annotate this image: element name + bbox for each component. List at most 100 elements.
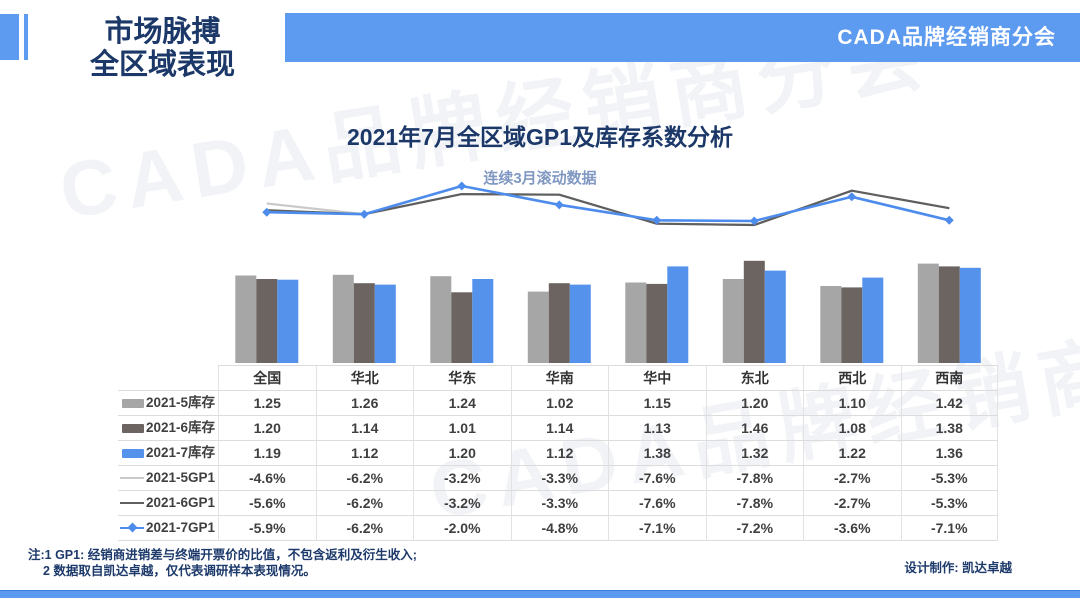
column-header-西北: 西北: [803, 365, 901, 390]
line-swatch-icon: [119, 522, 144, 533]
line-2021-7GP1: [266, 184, 950, 223]
value-2021-7GP1-西北: -3.6%: [803, 515, 901, 541]
bar-2021-6库存-华东: [451, 292, 473, 363]
bar-2021-7库存-西北: [862, 277, 884, 363]
bar-2021-6库存-华中: [646, 283, 668, 363]
value-2021-6库存-华东: 1.01: [413, 415, 511, 440]
bar-2021-6库存-华北: [353, 283, 375, 363]
value-2021-5GP1-华东: -3.2%: [413, 465, 511, 490]
bar-swatch-icon: [121, 423, 144, 433]
value-2021-6GP1-西北: -2.7%: [803, 490, 901, 515]
column-header-华东: 华东: [413, 365, 511, 390]
value-2021-6GP1-全国: -5.6%: [218, 490, 316, 515]
org-name: CADA品牌经销商分会: [837, 26, 1056, 49]
legend-2021-6GP1: 2021-6GP1: [118, 490, 218, 515]
bottom-accent-bar: [0, 590, 1080, 598]
value-2021-6GP1-华南: -3.3%: [510, 490, 608, 515]
bar-2021-5库存-东北: [722, 279, 744, 363]
bar-2021-5库存-华中: [625, 282, 647, 363]
value-2021-5GP1-华南: -3.3%: [510, 465, 608, 490]
value-2021-6库存-东北: 1.46: [705, 415, 803, 440]
marker-2021-7GP1-东北: [749, 216, 759, 226]
column-header-华南: 华南: [510, 365, 608, 390]
line-swatch-icon: [119, 477, 144, 479]
value-2021-6GP1-华东: -3.2%: [413, 490, 511, 515]
column-header-西南: 西南: [900, 365, 998, 390]
value-2021-7GP1-华东: -2.0%: [413, 515, 511, 541]
bar-2021-7库存-华中: [667, 266, 689, 363]
page-title-line2: 全区域表现: [89, 49, 235, 81]
bar-2021-5库存-华东: [430, 276, 452, 363]
legend-2021-7GP1: 2021-7GP1: [118, 515, 218, 541]
column-header-华北: 华北: [315, 365, 413, 390]
bar-2021-5库存-华南: [527, 291, 549, 363]
bar-2021-5库存-西南: [917, 263, 939, 363]
bar-2021-6库存-西南: [938, 266, 960, 363]
value-2021-6库存-华北: 1.14: [315, 415, 413, 440]
value-2021-6库存-西南: 1.38: [900, 415, 998, 440]
bar-2021-6库存-华南: [548, 283, 570, 363]
value-2021-5GP1-全国: -4.6%: [218, 465, 316, 490]
marker-2021-7GP1-华东: [457, 181, 467, 191]
legend-2021-5库存: 2021-5库存: [118, 390, 218, 415]
bar-swatch-icon: [121, 448, 144, 458]
bar-2021-5库存-全国: [235, 275, 257, 363]
value-2021-6库存-华南: 1.14: [510, 415, 608, 440]
legend-label: 2021-6GP1: [145, 495, 215, 510]
chart-title: 2021年7月全区域GP1及库存系数分析: [347, 124, 733, 150]
bar-2021-6库存-东北: [743, 260, 765, 363]
value-2021-7GP1-全国: -5.9%: [218, 515, 316, 541]
footnote-line2: 2 数据取自凯达卓越，仅代表调研样本表现情况。: [43, 564, 316, 578]
value-2021-7库存-华东: 1.20: [413, 440, 511, 465]
value-2021-5库存-华北: 1.26: [315, 390, 413, 415]
page-title: 市场脉搏 全区域表现: [40, 16, 285, 82]
value-2021-6库存-全国: 1.20: [218, 415, 316, 440]
value-2021-6库存-西北: 1.08: [803, 415, 901, 440]
value-2021-6GP1-东北: -7.8%: [705, 490, 803, 515]
value-2021-7库存-华中: 1.38: [608, 440, 706, 465]
value-2021-5库存-华南: 1.02: [510, 390, 608, 415]
legend-label: 2021-7库存: [145, 445, 215, 460]
line-2021-5GP1: [266, 189, 950, 227]
header-banner: CADA品牌经销商分会: [285, 13, 1080, 62]
marker-2021-7GP1-华中: [652, 215, 662, 225]
header-accent-block: [0, 14, 19, 60]
marker-2021-7GP1-华北: [359, 209, 369, 219]
value-2021-6GP1-华北: -6.2%: [315, 490, 413, 515]
marker-2021-7GP1-西北: [847, 192, 857, 202]
value-2021-5GP1-华中: -7.6%: [608, 465, 706, 490]
value-2021-7库存-华南: 1.12: [510, 440, 608, 465]
value-2021-7库存-全国: 1.19: [218, 440, 316, 465]
value-2021-7GP1-华南: -4.8%: [510, 515, 608, 541]
bar-2021-7库存-西南: [959, 267, 981, 363]
value-2021-5GP1-西北: -2.7%: [803, 465, 901, 490]
value-2021-5库存-华东: 1.24: [413, 390, 511, 415]
line-swatch-icon: [119, 502, 144, 504]
legend-label: 2021-6库存: [145, 420, 215, 435]
value-2021-7GP1-西南: -7.1%: [900, 515, 998, 541]
bar-2021-6库存-全国: [256, 279, 278, 363]
page-title-line1: 市场脉搏: [104, 16, 221, 48]
value-2021-5库存-全国: 1.25: [218, 390, 316, 415]
chart-data-table: 全国 华北 华东 华南 华中 东北 西北 西南 2021-5库存 1.25 1.26 1.24 1.02…: [118, 365, 998, 541]
footnote-line1: 注:1 GP1: 经销商进销差与终端开票价的比值，不包含返利及衍生收入;: [28, 548, 417, 562]
value-2021-7GP1-东北: -7.2%: [705, 515, 803, 541]
value-2021-5库存-西南: 1.42: [900, 390, 998, 415]
value-2021-5库存-东北: 1.20: [705, 390, 803, 415]
marker-2021-7GP1-西南: [944, 215, 954, 225]
value-2021-7库存-东北: 1.32: [705, 440, 803, 465]
chart-subtitle: 连续3月滚动数据: [483, 170, 597, 187]
value-2021-6库存-华中: 1.13: [608, 415, 706, 440]
value-2021-5库存-华中: 1.15: [608, 390, 706, 415]
bar-2021-5库存-华北: [332, 274, 354, 363]
header-accent-line: [24, 14, 28, 60]
bar-2021-5库存-西北: [820, 286, 842, 363]
bar-2021-7库存-华南: [569, 284, 591, 363]
bar-2021-7库存-华东: [472, 279, 494, 363]
legend-2021-5GP1: 2021-5GP1: [118, 465, 218, 490]
value-2021-7库存-西南: 1.36: [900, 440, 998, 465]
line-2021-6GP1: [266, 189, 950, 227]
legend-label: 2021-5GP1: [145, 470, 215, 485]
